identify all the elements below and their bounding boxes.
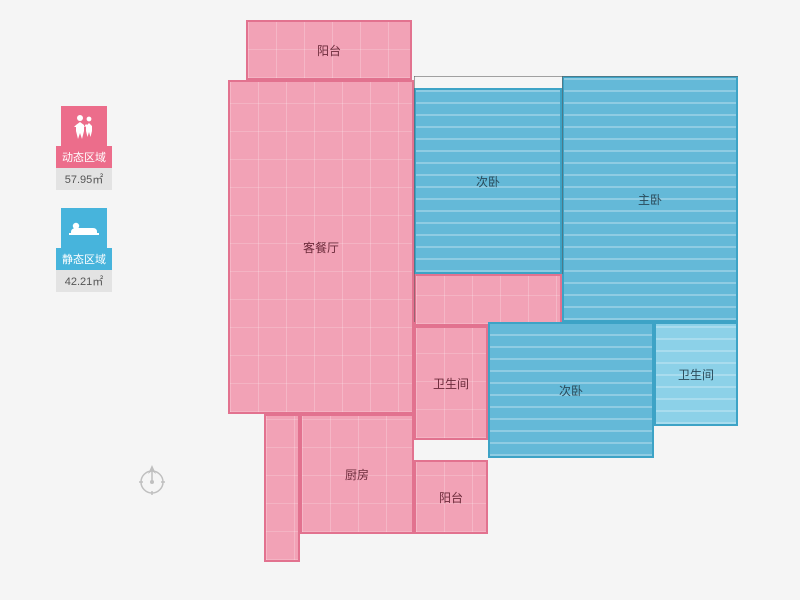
legend-static-value: 42.21㎡ (56, 270, 112, 292)
legend-dynamic-label: 动态区域 (56, 146, 112, 168)
divider (414, 76, 738, 77)
room-label: 次卧 (559, 382, 583, 399)
legend-static: 静态区域 42.21㎡ (56, 208, 112, 292)
legend-static-label: 静态区域 (56, 248, 112, 270)
room-label: 厨房 (345, 466, 369, 483)
room-balcony-top: 阳台 (246, 20, 412, 80)
room-bathroom-right: 卫生间 (654, 322, 738, 426)
room-master-bedroom: 主卧 (562, 76, 738, 322)
legend-panel: 动态区域 57.95㎡ 静态区域 42.21㎡ (56, 106, 112, 310)
room-corridor (414, 274, 562, 326)
room-bedroom2-top: 次卧 (414, 88, 562, 274)
room-label: 客餐厅 (303, 239, 339, 256)
room-balcony-bottom: 阳台 (414, 460, 488, 534)
sleep-icon (61, 208, 107, 248)
room-label: 卫生间 (433, 375, 469, 392)
room-label: 主卧 (638, 191, 662, 208)
room-misc-strip (264, 414, 300, 562)
room-label: 次卧 (476, 173, 500, 190)
divider (562, 76, 563, 274)
compass-icon (134, 462, 170, 498)
room-kitchen: 厨房 (300, 414, 414, 534)
legend-dynamic-value: 57.95㎡ (56, 168, 112, 190)
legend-dynamic: 动态区域 57.95㎡ (56, 106, 112, 190)
room-bedroom2-bottom: 次卧 (488, 322, 654, 458)
room-label: 卫生间 (678, 366, 714, 383)
room-label: 阳台 (317, 42, 341, 59)
people-icon (61, 106, 107, 146)
room-label: 阳台 (439, 489, 463, 506)
room-bathroom-left: 卫生间 (414, 326, 488, 440)
divider (414, 76, 415, 322)
room-living-dining: 客餐厅 (228, 80, 414, 414)
floorplan: 阳台客餐厅次卧主卧卫生间次卧卫生间厨房阳台 (228, 20, 748, 580)
